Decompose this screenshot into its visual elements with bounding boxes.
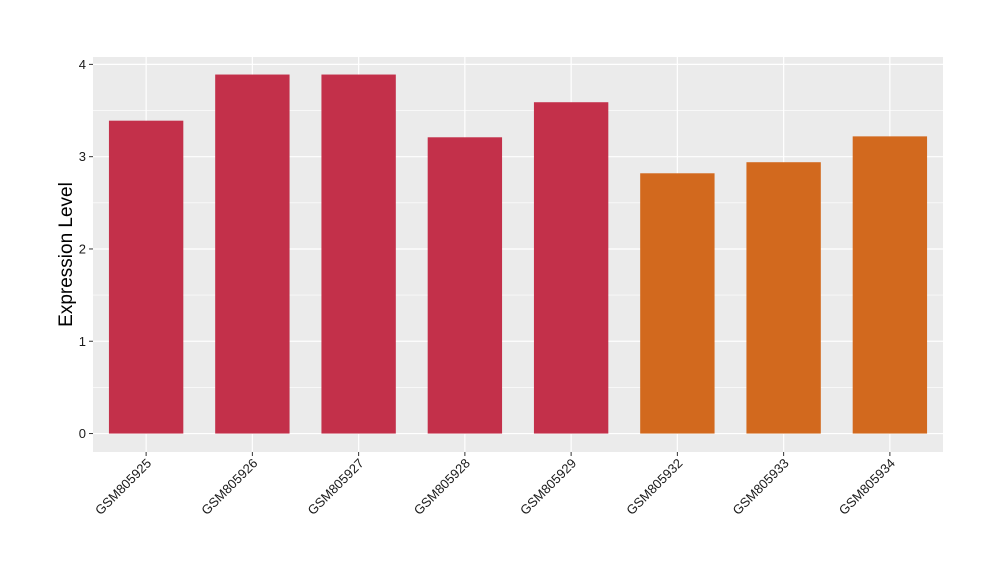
x-tick-label: GSM805933 — [730, 456, 792, 518]
x-tick-label: GSM805925 — [92, 456, 154, 518]
x-tick-label: GSM805929 — [517, 456, 579, 518]
bar-GSM805934 — [852, 136, 928, 434]
y-tick-label: 2 — [79, 241, 86, 256]
bar-GSM805933 — [746, 162, 821, 434]
bar-GSM805926 — [215, 74, 290, 434]
bar-GSM805928 — [427, 137, 503, 434]
x-tick-label: GSM805926 — [198, 456, 260, 518]
bar-GSM805927 — [321, 74, 396, 434]
x-tick-label: GSM805932 — [623, 456, 685, 518]
y-axis-title: Expression Level — [56, 182, 77, 327]
x-tick-label: GSM805934 — [836, 456, 898, 518]
x-tick-label: GSM805927 — [305, 456, 367, 518]
y-tick-label: 0 — [79, 426, 86, 441]
y-tick-label: 3 — [79, 149, 86, 164]
y-tick-label: 4 — [79, 57, 86, 72]
bar-GSM805932 — [640, 173, 715, 434]
x-tick-label: GSM805928 — [411, 456, 473, 518]
bars — [108, 74, 928, 434]
bar-GSM805925 — [108, 120, 184, 434]
bar-GSM805929 — [533, 102, 609, 434]
y-tick-label: 1 — [79, 334, 86, 349]
